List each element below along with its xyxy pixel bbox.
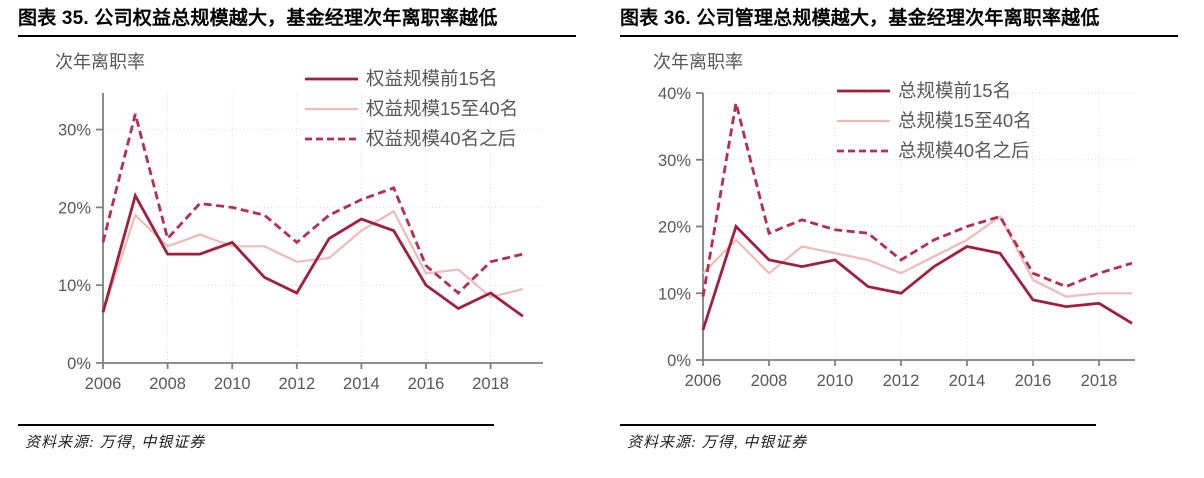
series-line-1 — [101, 209, 524, 313]
legend-label: 权益规模15至40名 — [366, 98, 518, 119]
source-divider — [18, 424, 494, 426]
legend-label: 总规模40名之后 — [898, 140, 1030, 161]
y-tick-label: 10% — [58, 277, 91, 295]
x-tick-label: 2014 — [343, 375, 380, 393]
series-line-0 — [101, 192, 524, 318]
series-line-0 — [701, 223, 1133, 331]
figure-36-panel: 图表 36. 公司管理总规模越大，基金经理次年离职率越低 0% 10% 20% 30%… — [602, 0, 1204, 478]
y-tick-label: 10% — [658, 285, 691, 303]
y-axis-title: 次年离职率 — [653, 52, 743, 72]
x-tick-label: 2016 — [1015, 372, 1052, 390]
x-tick-label: 2006 — [85, 375, 122, 393]
legend-label: 权益规模40名之后 — [366, 128, 516, 149]
y-tick-label: 20% — [658, 219, 691, 237]
y-tick-label: 30% — [658, 152, 691, 170]
x-tick-label: 2010 — [214, 375, 251, 393]
y-tick-label: 0% — [667, 352, 691, 370]
x-tick-label: 2018 — [472, 375, 509, 393]
x-tick-label: 2012 — [278, 375, 315, 393]
x-tick-label: 2012 — [883, 372, 920, 390]
figure-35-panel: 图表 35. 公司权益总规模越大，基金经理次年离职率越低 0% 10% 20% 30%… — [18, 0, 576, 451]
figure-36-title: 图表 36. 公司管理总规模越大，基金经理次年离职率越低 — [620, 0, 1178, 37]
x-tick-label: 2008 — [751, 372, 788, 390]
x-tick-label: 2006 — [685, 372, 722, 390]
legend-label: 总规模前15名 — [898, 80, 1011, 101]
y-tick-label: 40% — [658, 85, 691, 103]
series-line-1 — [702, 214, 1132, 298]
x-tick-label: 2010 — [817, 372, 854, 390]
source-divider — [620, 424, 1096, 426]
series-line-2 — [701, 102, 1133, 297]
legend-label: 总规模15至40名 — [898, 110, 1032, 131]
source-note: 资料来源: 万得, 中银证券 — [25, 435, 206, 451]
source-note: 资料来源: 万得, 中银证券 — [627, 435, 808, 451]
y-axis-title: 次年离职率 — [55, 52, 145, 72]
y-tick-label: 20% — [58, 199, 91, 217]
legend-label: 权益规模前15名 — [366, 68, 498, 89]
x-tick-label: 2016 — [408, 375, 445, 393]
series-line-2 — [101, 113, 524, 295]
figure-35-line-chart: 0% 10% 20% 30% 2006 2008 2010 2012 2014 2016 2018 次… — [55, 52, 543, 393]
x-tick-label: 2014 — [949, 372, 986, 390]
y-tick-label: 30% — [58, 122, 91, 140]
figure-35-title: 图表 35. 公司权益总规模越大，基金经理次年离职率越低 — [18, 0, 576, 37]
figure-36-line-chart: 0% 10% 20% 30% 40% 2006 2008 2010 2012 2014 2016 20… — [653, 52, 1135, 390]
y-tick-label: 0% — [67, 355, 91, 373]
x-tick-label: 2008 — [149, 375, 186, 393]
x-tick-label: 2018 — [1081, 372, 1118, 390]
